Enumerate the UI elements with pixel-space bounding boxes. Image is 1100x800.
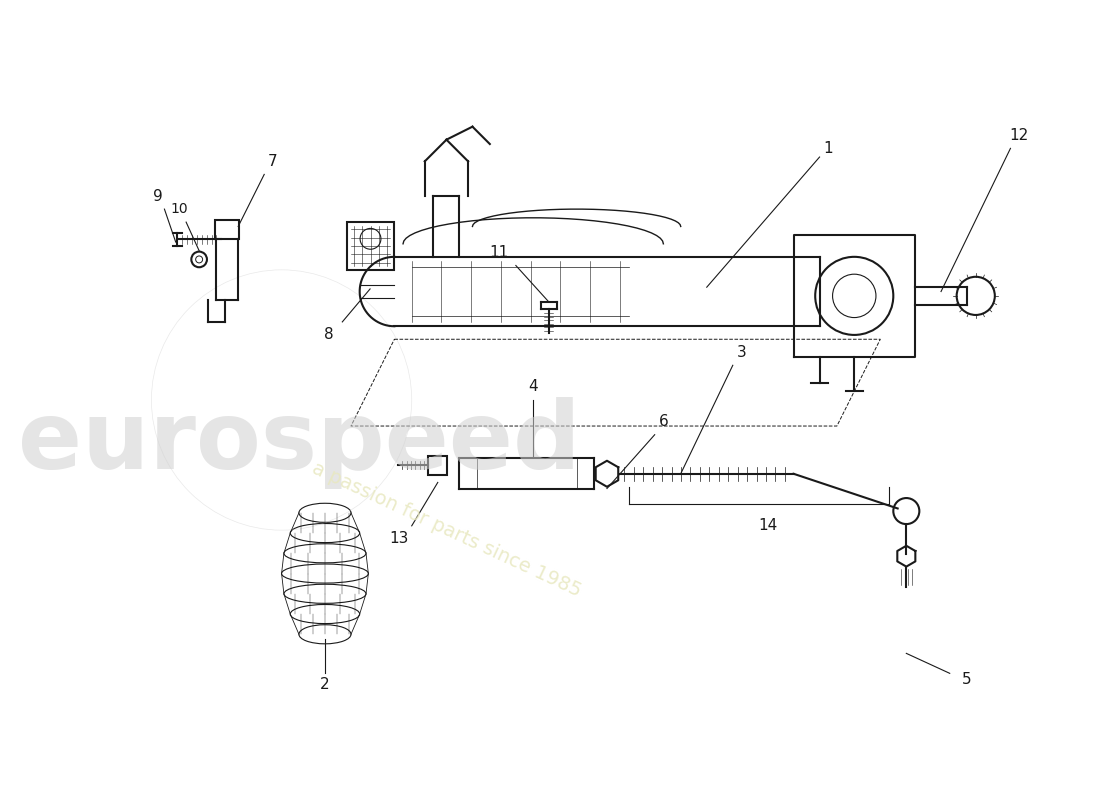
Text: 8: 8 xyxy=(324,327,334,342)
Text: 5: 5 xyxy=(962,672,972,687)
Text: eurospeed: eurospeed xyxy=(18,398,580,490)
Text: 13: 13 xyxy=(389,531,408,546)
Text: 1: 1 xyxy=(824,141,833,156)
Text: 9: 9 xyxy=(154,189,163,203)
Text: 3: 3 xyxy=(737,345,746,360)
Text: a passion for parts since 1985: a passion for parts since 1985 xyxy=(309,459,584,601)
Text: 10: 10 xyxy=(170,202,188,216)
Bar xyxy=(214,220,239,239)
Bar xyxy=(346,222,395,270)
Text: 4: 4 xyxy=(528,379,538,394)
Text: 2: 2 xyxy=(320,677,330,692)
Bar xyxy=(428,455,448,474)
Text: 6: 6 xyxy=(659,414,668,429)
Text: 12: 12 xyxy=(1010,128,1028,143)
Text: 14: 14 xyxy=(758,518,777,534)
Text: 11: 11 xyxy=(488,245,508,260)
Text: 7: 7 xyxy=(268,154,277,169)
